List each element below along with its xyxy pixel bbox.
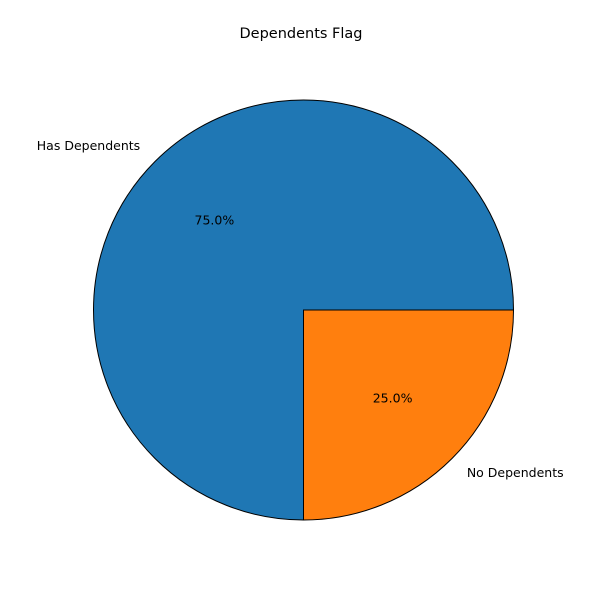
chart-title: Dependents Flag [239, 26, 362, 42]
slice-label-no-dependents: No Dependents [467, 465, 564, 480]
pct-label-has-dependents: 75.0% [195, 212, 235, 227]
pie-slices [93, 99, 514, 521]
pie-slice-has-dependents [93, 99, 514, 521]
slice-label-has-dependents: Has Dependents [37, 138, 140, 153]
pie-slice-no-dependents [303, 309, 514, 521]
pie-labels: Has Dependents 75.0% No Dependents 25.0% [37, 138, 564, 480]
pct-label-no-dependents: 25.0% [373, 391, 413, 406]
